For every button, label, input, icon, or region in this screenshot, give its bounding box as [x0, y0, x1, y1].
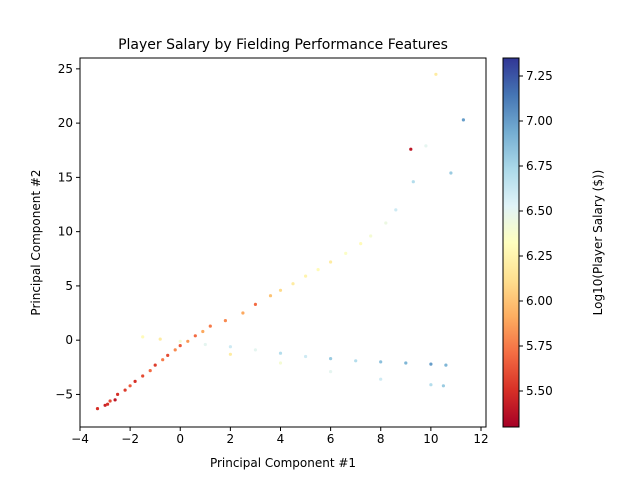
data-point [268, 294, 273, 298]
x-axis-label: Principal Component #1 [210, 456, 356, 470]
data-point [241, 311, 245, 315]
y-tick-label: 10 [58, 225, 73, 239]
data-point [429, 383, 433, 387]
data-point [95, 407, 100, 411]
data-point [103, 403, 107, 407]
data-point [201, 329, 205, 334]
plot-area [79, 57, 487, 428]
chart-title: Player Salary by Fielding Performance Fe… [118, 37, 448, 53]
data-point [316, 268, 320, 272]
data-point [444, 363, 448, 367]
data-point [253, 302, 257, 306]
data-point [379, 377, 383, 381]
y-tick-label: 0 [65, 333, 73, 347]
data-point [329, 260, 333, 264]
data-point [158, 337, 162, 341]
colorbar-gradient [502, 57, 520, 428]
data-point [108, 399, 112, 403]
data-point [166, 353, 170, 357]
data-point [409, 147, 413, 151]
y-axis-ticks: −5 0 5 10 15 20 25 [55, 62, 80, 401]
colorbar-tick-label: 5.75 [526, 339, 553, 353]
data-point [228, 345, 232, 349]
data-point [354, 359, 358, 363]
data-point [394, 208, 398, 212]
data-point [208, 324, 212, 328]
y-axis-label: Principal Component #2 [29, 169, 43, 315]
data-point [178, 344, 182, 348]
data-point [141, 374, 145, 378]
data-point [384, 221, 388, 225]
x-tick-label: 6 [327, 432, 335, 446]
data-point [379, 360, 383, 364]
colorbar-tick-label: 6.50 [526, 204, 553, 218]
y-tick-label: 15 [58, 170, 73, 184]
x-tick-label: 2 [227, 432, 235, 446]
y-tick-label: 5 [65, 279, 73, 293]
y-tick-label: 25 [58, 62, 73, 76]
data-point [359, 242, 363, 246]
data-point [203, 342, 207, 347]
data-point [329, 357, 333, 361]
data-point [429, 362, 433, 366]
data-point [173, 348, 177, 352]
y-tick-label: −5 [55, 387, 73, 401]
x-tick-label: 4 [277, 432, 285, 446]
data-point [278, 351, 283, 355]
data-point [291, 282, 295, 286]
x-axis-ticks: −4 −2 0 2 4 6 8 10 12 [71, 427, 489, 446]
x-tick-label: 12 [473, 432, 488, 446]
data-point [193, 334, 197, 338]
data-point [161, 358, 165, 362]
data-point [186, 339, 190, 343]
data-point [123, 388, 127, 392]
data-point [253, 348, 257, 352]
data-point [404, 361, 408, 365]
data-point [223, 319, 227, 323]
data-point [228, 352, 232, 356]
scatter-points [95, 72, 465, 411]
data-point [133, 379, 137, 383]
data-point [178, 339, 182, 343]
data-point [304, 354, 308, 359]
data-point [304, 274, 308, 278]
data-point [148, 369, 152, 373]
x-tick-label: −2 [121, 432, 139, 446]
data-point [329, 370, 333, 374]
data-point [128, 384, 132, 388]
colorbar-tick-label: 6.75 [526, 159, 553, 173]
data-point [106, 402, 110, 406]
data-point [461, 118, 465, 122]
colorbar-tick-label: 6.00 [526, 294, 553, 308]
data-point [113, 398, 117, 402]
data-point [411, 180, 415, 184]
data-point [434, 72, 438, 76]
colorbar-label: Log10(Player Salary ($)) [591, 170, 605, 316]
colorbar: 5.50 5.75 6.00 6.25 6.50 6.75 7.00 7.25 Log10(P… [502, 57, 605, 428]
data-point [153, 363, 157, 367]
x-tick-label: −4 [71, 432, 89, 446]
colorbar-tick-label: 5.50 [526, 384, 553, 398]
colorbar-tick-label: 7.00 [526, 114, 553, 128]
y-tick-label: 20 [58, 116, 73, 130]
data-point [278, 288, 283, 292]
data-point [369, 234, 373, 238]
data-point [344, 251, 348, 255]
colorbar-tick-label: 6.25 [526, 249, 553, 263]
colorbar-tick-label: 7.25 [526, 69, 553, 83]
data-point [441, 384, 445, 388]
x-tick-label: 10 [423, 432, 438, 446]
x-tick-label: 0 [176, 432, 184, 446]
data-point [116, 392, 120, 396]
plot-frame [79, 57, 487, 428]
x-tick-label: 8 [377, 432, 385, 446]
data-point [141, 335, 145, 339]
data-point [424, 144, 428, 148]
data-point [449, 171, 453, 175]
data-point [278, 361, 283, 365]
colorbar-ticks: 5.50 5.75 6.00 6.25 6.50 6.75 7.00 7.25 [519, 69, 553, 398]
